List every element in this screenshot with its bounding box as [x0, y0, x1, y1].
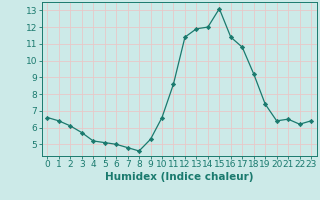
X-axis label: Humidex (Indice chaleur): Humidex (Indice chaleur): [105, 172, 253, 182]
